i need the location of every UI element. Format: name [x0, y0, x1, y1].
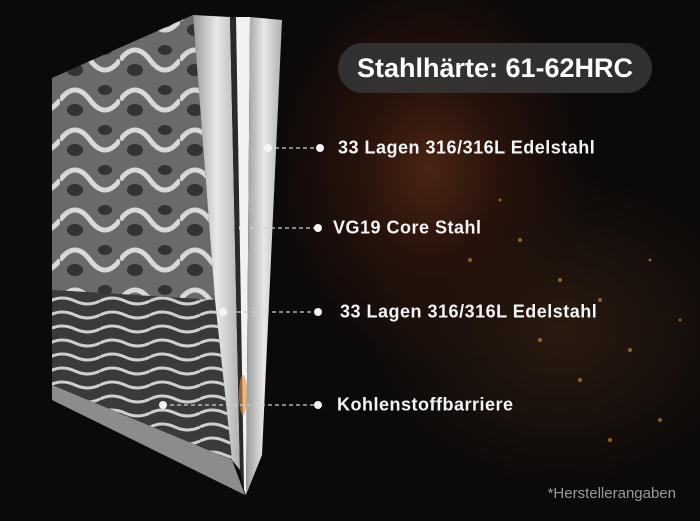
callout-lines — [159, 144, 324, 409]
layer-label-outer-top: 33 Lagen 316/316L Edelstahl — [338, 137, 596, 158]
hardness-badge: Stahlhärte: 61-62HRC — [338, 43, 652, 93]
layer-label-outer-bottom: 33 Lagen 316/316L Edelstahl — [340, 301, 598, 322]
sparks — [468, 198, 682, 442]
footnote: *Herstellerangaben — [547, 485, 676, 502]
layer-label-carbon-barrier: Kohlenstoffbarriere — [337, 394, 514, 415]
layer-label-core: VG19 Core Stahl — [333, 217, 482, 238]
